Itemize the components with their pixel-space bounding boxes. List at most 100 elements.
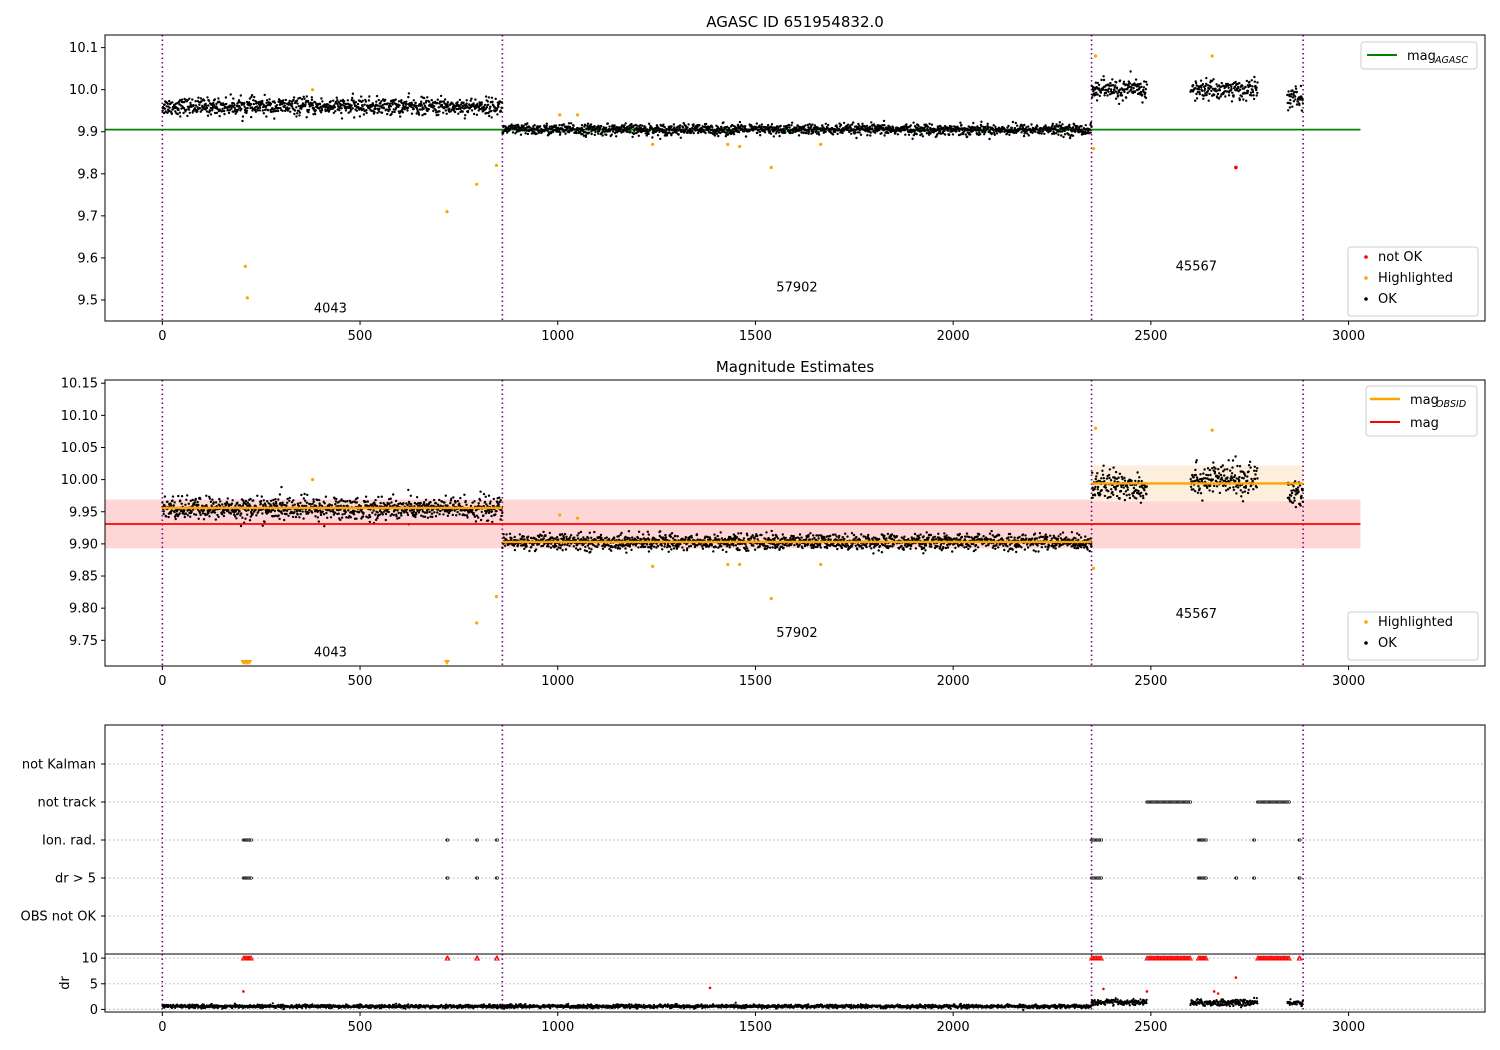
ok-point: [958, 129, 961, 133]
ok-point: [310, 98, 314, 102]
ok-point: [342, 100, 346, 103]
ok-point: [310, 511, 314, 514]
ok-point: [309, 101, 312, 105]
ok-point: [439, 94, 443, 98]
x-tick-label: 500: [348, 674, 373, 689]
ok-point: [1110, 88, 1113, 91]
ok-point: [696, 131, 700, 135]
ok-point: [421, 114, 424, 117]
ok-point: [663, 545, 666, 548]
ok-point: [651, 136, 654, 139]
ok-point: [341, 513, 344, 516]
ok-point: [323, 525, 326, 528]
y-tick-label: 10.15: [61, 377, 98, 392]
ok-point: [938, 127, 941, 130]
ok-point: [597, 129, 601, 133]
ok-point: [170, 509, 173, 512]
ok-point: [222, 514, 226, 518]
ok-point: [353, 509, 356, 513]
ok-point: [332, 111, 335, 115]
ok-point: [519, 129, 522, 132]
ok-point: [753, 537, 756, 540]
ok-point: [391, 103, 394, 106]
ok-point: [538, 125, 542, 128]
ok-point: [162, 512, 165, 516]
ok-point: [444, 98, 447, 101]
ok-point: [610, 133, 613, 136]
ok-point: [380, 111, 384, 114]
ok-point: [219, 500, 222, 503]
legend-marker: [1364, 276, 1368, 280]
ok-point: [277, 106, 280, 110]
ok-point: [675, 547, 679, 550]
ok-point: [368, 520, 371, 524]
ok-point: [631, 543, 635, 546]
ok-point: [406, 513, 410, 517]
ok-point: [257, 100, 261, 104]
ok-point: [193, 501, 196, 504]
ok-point: [710, 131, 713, 135]
ok-point: [187, 502, 190, 505]
ok-point: [373, 110, 376, 114]
ok-point: [1055, 123, 1058, 126]
legend-label: not OK: [1378, 250, 1423, 265]
ok-point: [173, 510, 176, 514]
ok-point: [716, 125, 719, 129]
ok-point: [672, 123, 676, 126]
ok-point: [951, 133, 955, 136]
ok-point: [777, 131, 781, 134]
ok-point: [292, 96, 296, 99]
ok-point: [1231, 91, 1234, 95]
ok-point: [199, 497, 202, 501]
ok-point: [670, 134, 673, 137]
ok-point: [581, 132, 584, 136]
ok-point: [540, 534, 543, 537]
ok-point: [296, 112, 299, 115]
highlighted-point: [494, 163, 499, 167]
ok-point: [497, 105, 500, 109]
ok-point: [524, 132, 527, 135]
ok-point: [911, 137, 914, 140]
ok-point: [498, 496, 501, 499]
ok-point: [398, 104, 401, 107]
ok-point: [384, 98, 387, 102]
ok-point: [217, 515, 220, 519]
ok-point: [167, 515, 170, 519]
ok-point: [263, 93, 266, 97]
ok-point: [1130, 86, 1133, 89]
ok-point: [713, 134, 717, 137]
ok-point: [559, 547, 562, 550]
ok-point: [530, 545, 533, 549]
ok-point: [972, 121, 975, 125]
ok-point: [397, 100, 401, 103]
ok-point: [1245, 79, 1249, 83]
ok-point: [995, 132, 999, 135]
ok-point: [641, 533, 645, 536]
ok-point: [1061, 123, 1064, 126]
ok-point: [1218, 89, 1222, 92]
ok-point: [1203, 87, 1207, 91]
ok-point: [387, 510, 390, 514]
ok-point: [295, 106, 298, 109]
ok-point: [1104, 91, 1108, 95]
ok-point: [463, 117, 466, 120]
ok-point: [245, 509, 248, 512]
ok-point: [1197, 88, 1201, 91]
ok-point: [487, 96, 491, 99]
ok-point: [557, 538, 560, 541]
ok-point: [487, 494, 491, 497]
ok-point: [1120, 94, 1124, 97]
ok-point: [613, 124, 616, 127]
ok-point: [433, 105, 436, 108]
ok-point: [502, 533, 505, 536]
ok-point: [227, 106, 231, 109]
ok-point: [222, 103, 225, 107]
ok-point: [368, 95, 371, 98]
ok-point: [652, 131, 655, 135]
ok-point: [430, 98, 433, 102]
ok-point: [360, 95, 363, 98]
ok-point: [260, 495, 263, 498]
ok-point: [253, 108, 257, 112]
ok-point: [920, 132, 923, 136]
ok-point: [593, 133, 596, 137]
